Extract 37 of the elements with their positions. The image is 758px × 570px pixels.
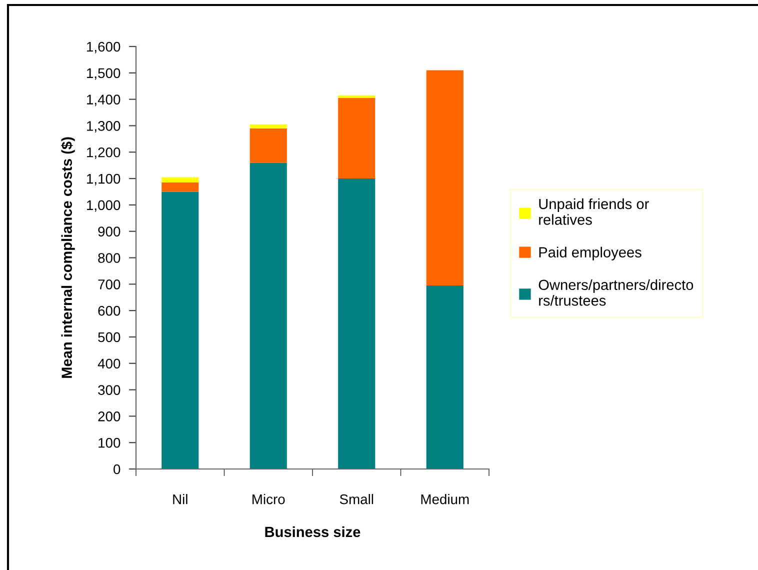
legend-label: Paid employees xyxy=(539,246,642,260)
bar xyxy=(338,178,376,469)
y-tick-label: 300 xyxy=(98,385,120,395)
y-tick-label: 100 xyxy=(98,438,120,448)
y-tick-label: 1,300 xyxy=(87,121,120,133)
bar xyxy=(162,182,199,192)
bar xyxy=(162,192,199,469)
bar xyxy=(426,285,464,469)
y-tick-label: 1,600 xyxy=(87,42,120,54)
y-tick-label: 0 xyxy=(114,464,120,474)
bar xyxy=(426,70,464,286)
y-tick-label: 900 xyxy=(98,226,120,237)
x-tick-label: Micro xyxy=(252,494,285,504)
y-tick-label: 1,400 xyxy=(87,94,120,106)
bar xyxy=(250,124,287,128)
y-tick-label: 400 xyxy=(98,358,120,369)
y-tick-label: 1,500 xyxy=(87,68,120,80)
y-tick-label: 600 xyxy=(98,306,120,316)
bar xyxy=(338,98,376,179)
legend-label: Owners/partners/directors/trustees xyxy=(538,279,694,306)
y-tick-label: 200 xyxy=(98,412,120,422)
bar xyxy=(162,177,199,182)
legend-label: Unpaid friends or relatives xyxy=(539,198,649,225)
x-tick-label: Small xyxy=(340,494,374,504)
y-axis-title: Mean internal compliance costs ($) xyxy=(61,137,75,378)
x-tick-label: Medium xyxy=(421,494,469,504)
y-tick-label: 500 xyxy=(98,332,120,342)
y-tick-label: 700 xyxy=(98,279,120,290)
x-axis-title: Business size xyxy=(265,526,360,538)
bar xyxy=(250,128,287,163)
y-tick-label: 1,000 xyxy=(87,200,120,212)
y-tick-label: 800 xyxy=(98,253,120,263)
x-tick-label: Nil xyxy=(173,494,188,504)
bar xyxy=(250,162,287,469)
y-tick-label: 1,200 xyxy=(87,147,120,159)
y-tick-label: 1,100 xyxy=(87,174,120,186)
bar xyxy=(338,95,376,98)
